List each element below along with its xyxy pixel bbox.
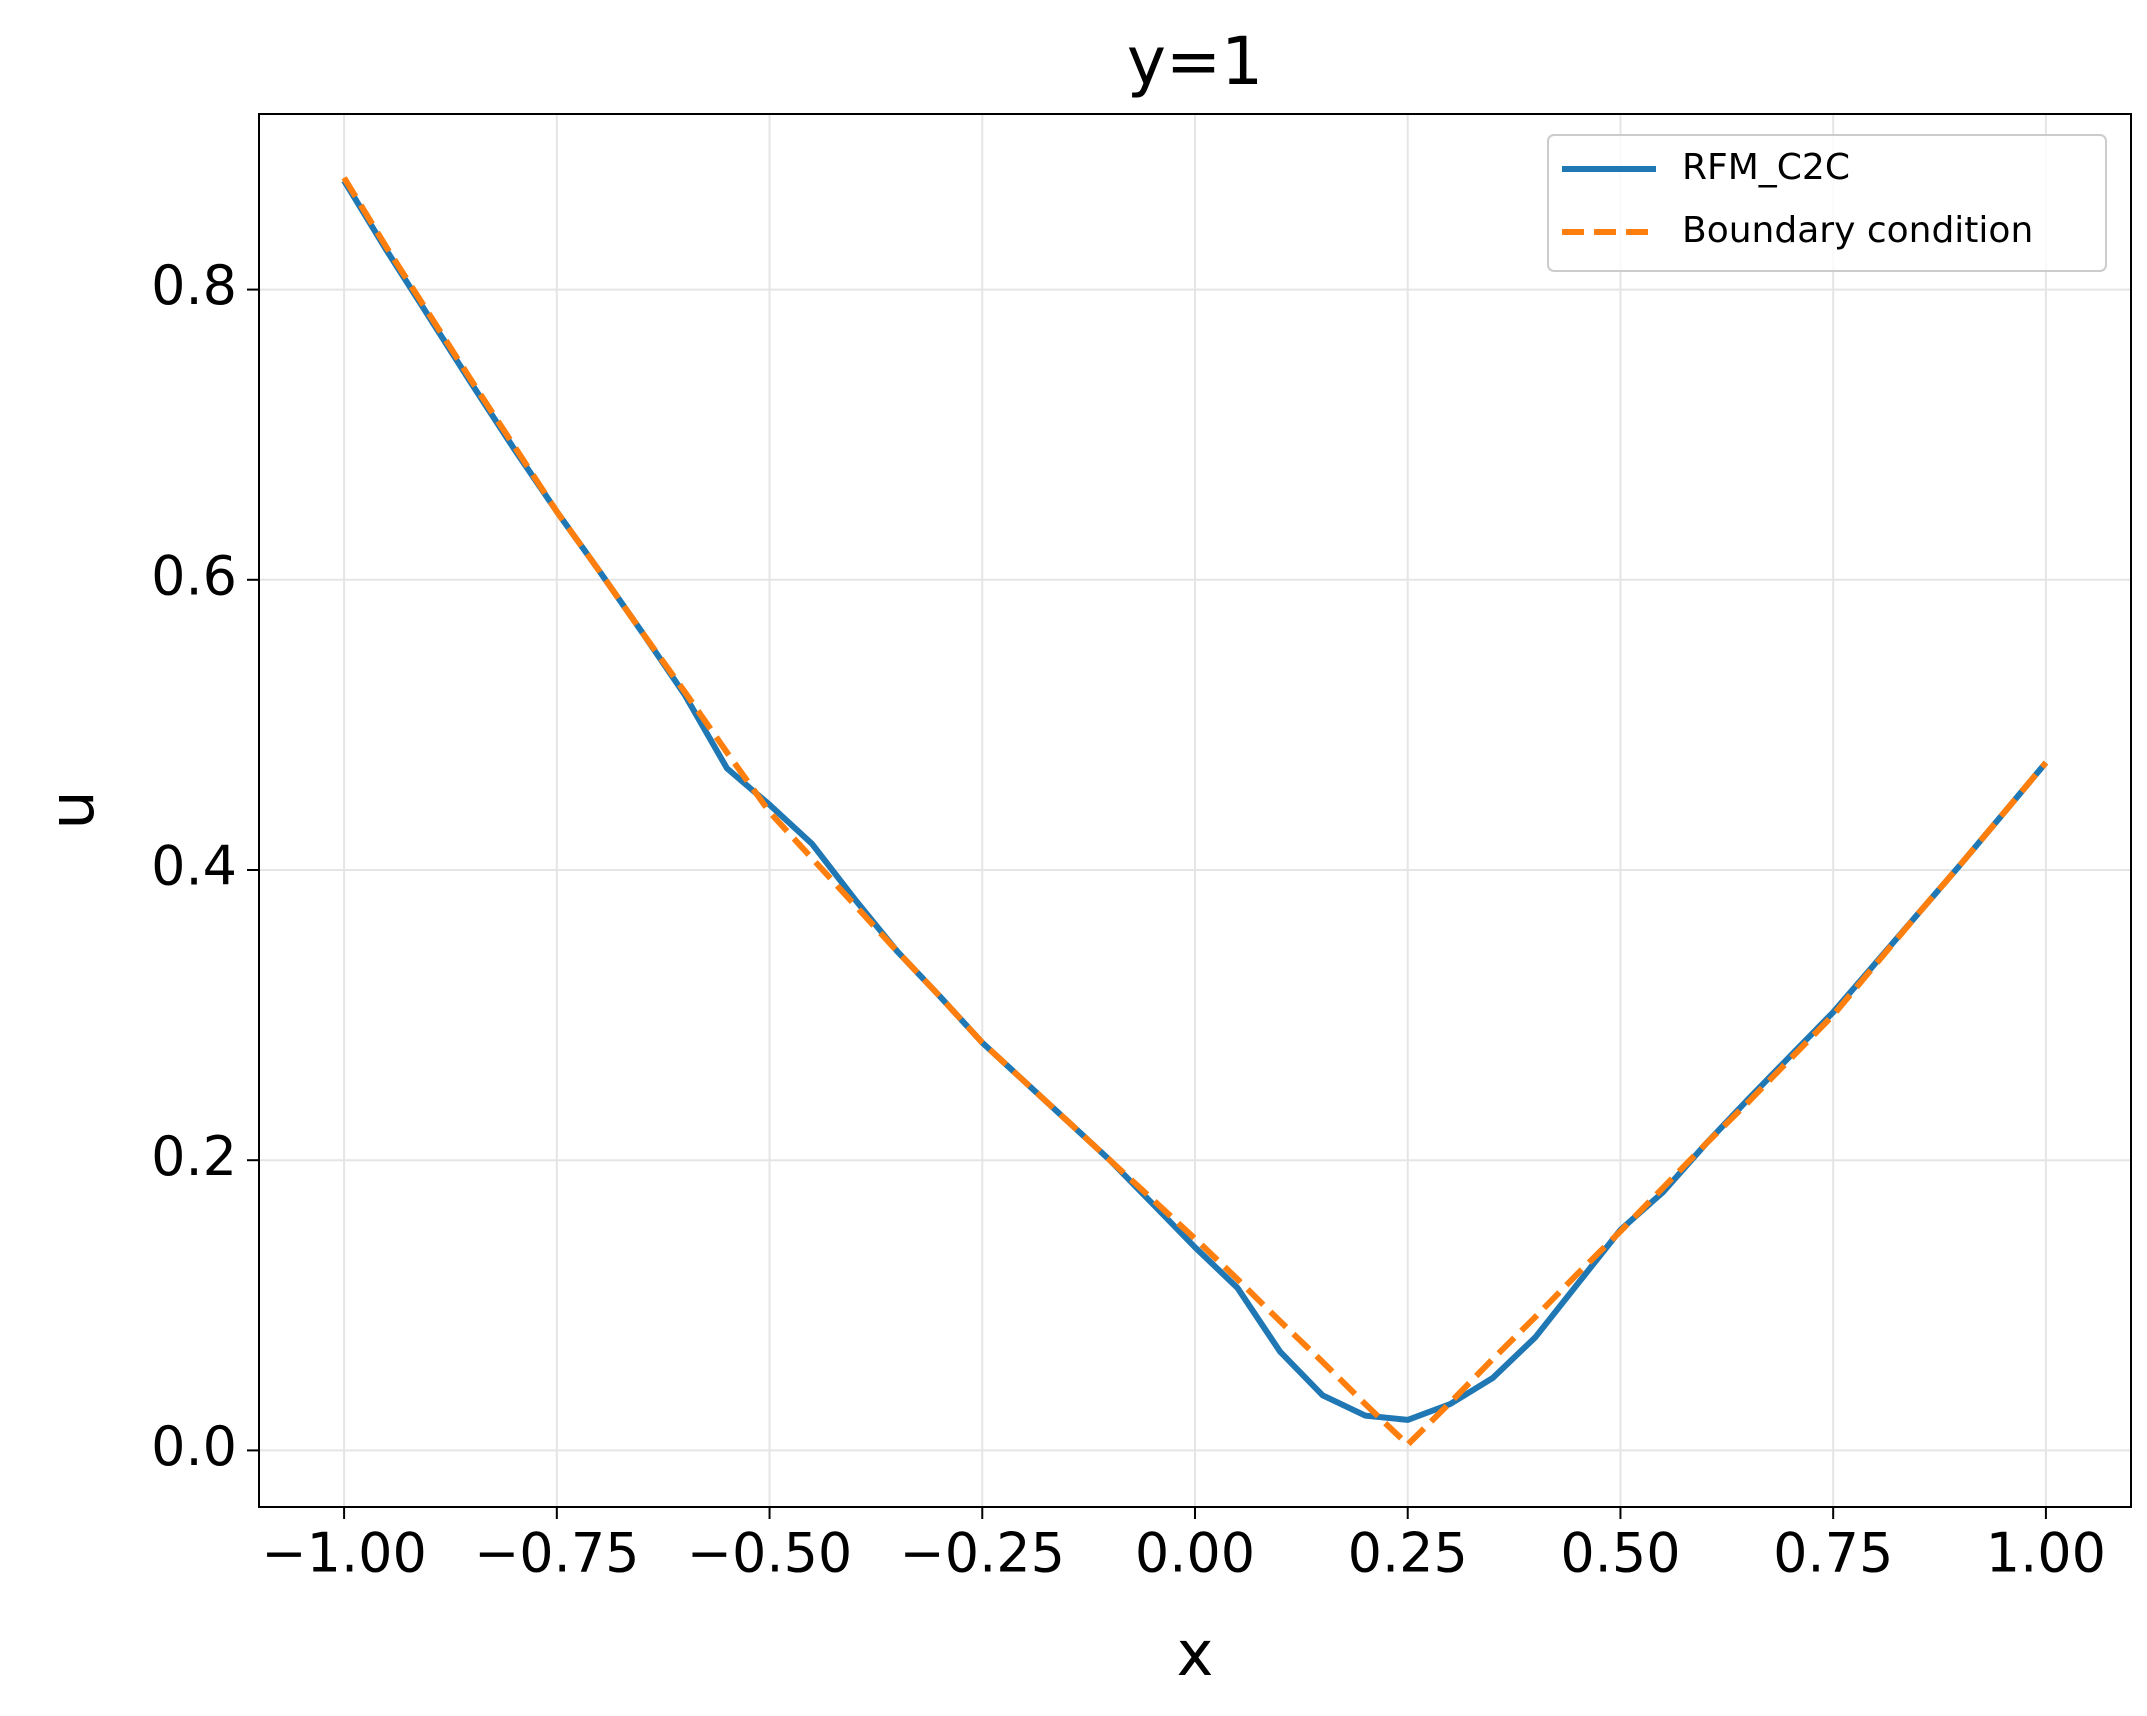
y-tick-label: 0.6 bbox=[151, 544, 237, 607]
x-tick-label: 1.00 bbox=[1986, 1522, 2106, 1585]
y-tick-label: 0.2 bbox=[151, 1125, 237, 1188]
x-tick-label: 0.00 bbox=[1135, 1522, 1255, 1585]
x-tick-label: −0.25 bbox=[900, 1522, 1065, 1585]
y-tick-label: 0.4 bbox=[151, 835, 237, 898]
legend-label: Boundary condition bbox=[1682, 210, 2033, 251]
legend-box bbox=[1547, 134, 2107, 272]
x-tick-label: 0.25 bbox=[1348, 1522, 1468, 1585]
x-tick-label: −0.75 bbox=[474, 1522, 639, 1585]
x-tick-label: −1.00 bbox=[261, 1522, 426, 1585]
x-tick-label: −0.50 bbox=[687, 1522, 852, 1585]
x-axis-label: x bbox=[1177, 1617, 1214, 1690]
plot-frame bbox=[258, 113, 2132, 1508]
y-tick-label: 0.0 bbox=[151, 1415, 237, 1478]
x-tick-label: 0.50 bbox=[1560, 1522, 1680, 1585]
line-series bbox=[341, 176, 2049, 1448]
chart-title: y=1 bbox=[1127, 23, 1263, 100]
y-axis-label: u bbox=[35, 790, 108, 829]
legend-label: RFM_C2C bbox=[1682, 147, 1850, 188]
x-tick-label: 0.75 bbox=[1773, 1522, 1893, 1585]
y-tick-label: 0.8 bbox=[151, 254, 237, 317]
